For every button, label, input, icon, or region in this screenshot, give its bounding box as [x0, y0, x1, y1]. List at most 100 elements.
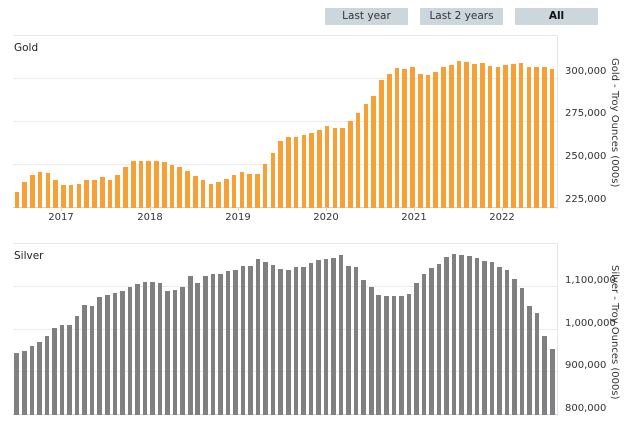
- bar[interactable]: [386, 73, 392, 208]
- bar[interactable]: [489, 262, 495, 415]
- bar[interactable]: [142, 282, 148, 415]
- bar[interactable]: [61, 184, 66, 208]
- bar[interactable]: [346, 265, 351, 415]
- bar[interactable]: [37, 341, 42, 415]
- bar[interactable]: [195, 283, 201, 415]
- bar[interactable]: [187, 275, 193, 415]
- bar[interactable]: [138, 160, 144, 208]
- bar[interactable]: [417, 74, 423, 208]
- bar[interactable]: [130, 161, 136, 208]
- bar[interactable]: [231, 175, 237, 208]
- bar[interactable]: [512, 278, 517, 415]
- all-button[interactable]: All: [515, 8, 598, 25]
- bar[interactable]: [286, 137, 291, 208]
- bar[interactable]: [363, 103, 369, 208]
- bar[interactable]: [340, 127, 345, 208]
- bar[interactable]: [239, 171, 245, 208]
- bar[interactable]: [323, 258, 329, 415]
- bar[interactable]: [464, 62, 470, 208]
- bar[interactable]: [293, 266, 299, 415]
- bar[interactable]: [82, 305, 87, 415]
- bar[interactable]: [527, 306, 532, 415]
- bar[interactable]: [436, 263, 442, 415]
- bar[interactable]: [425, 75, 431, 208]
- bar[interactable]: [263, 261, 268, 415]
- bar[interactable]: [379, 80, 384, 208]
- bar[interactable]: [466, 256, 472, 415]
- bar[interactable]: [472, 64, 477, 208]
- bar[interactable]: [218, 274, 223, 415]
- bar[interactable]: [301, 134, 307, 208]
- bar[interactable]: [208, 183, 214, 208]
- bar[interactable]: [497, 266, 502, 415]
- bar[interactable]: [200, 180, 206, 208]
- bar[interactable]: [127, 286, 133, 415]
- bar[interactable]: [135, 283, 140, 415]
- bar[interactable]: [225, 271, 231, 415]
- bar[interactable]: [542, 66, 547, 208]
- bar[interactable]: [161, 162, 167, 208]
- bar[interactable]: [146, 161, 152, 208]
- bar[interactable]: [165, 291, 170, 415]
- bar[interactable]: [270, 152, 276, 208]
- bar[interactable]: [332, 127, 338, 208]
- bar[interactable]: [549, 69, 555, 208]
- bar[interactable]: [384, 295, 389, 415]
- bar[interactable]: [89, 306, 95, 415]
- bar[interactable]: [14, 192, 20, 208]
- bar[interactable]: [216, 182, 221, 208]
- bar[interactable]: [402, 69, 408, 208]
- bar[interactable]: [59, 324, 65, 415]
- bar[interactable]: [45, 172, 51, 208]
- bar[interactable]: [534, 312, 540, 415]
- bar[interactable]: [203, 276, 208, 415]
- bar[interactable]: [53, 180, 58, 208]
- bar[interactable]: [399, 296, 404, 415]
- bar[interactable]: [285, 270, 291, 415]
- bar[interactable]: [534, 66, 539, 208]
- bar[interactable]: [99, 176, 105, 208]
- bar[interactable]: [433, 71, 439, 208]
- bar[interactable]: [504, 270, 510, 415]
- bar[interactable]: [104, 295, 110, 415]
- bar[interactable]: [120, 290, 125, 415]
- bar[interactable]: [480, 63, 485, 208]
- bar[interactable]: [308, 263, 314, 415]
- bar[interactable]: [84, 180, 89, 208]
- bar[interactable]: [376, 294, 382, 415]
- bar[interactable]: [459, 254, 465, 415]
- bar[interactable]: [255, 259, 261, 415]
- bar[interactable]: [14, 352, 20, 415]
- bar[interactable]: [123, 166, 128, 208]
- bar[interactable]: [353, 266, 359, 415]
- bar[interactable]: [177, 167, 183, 208]
- bar[interactable]: [451, 253, 457, 415]
- bar[interactable]: [255, 174, 260, 208]
- bar[interactable]: [410, 67, 415, 208]
- bar[interactable]: [107, 180, 113, 208]
- bar[interactable]: [301, 266, 306, 415]
- bar[interactable]: [29, 345, 35, 415]
- bar[interactable]: [444, 257, 449, 415]
- bar[interactable]: [331, 258, 336, 415]
- bar[interactable]: [421, 274, 427, 415]
- bar[interactable]: [519, 287, 525, 415]
- bar[interactable]: [192, 176, 198, 208]
- bar[interactable]: [74, 315, 80, 415]
- bar[interactable]: [391, 296, 397, 415]
- bar[interactable]: [324, 126, 330, 208]
- bar[interactable]: [185, 170, 190, 208]
- bar[interactable]: [348, 120, 353, 208]
- bar[interactable]: [172, 289, 178, 415]
- bar[interactable]: [474, 258, 480, 415]
- bar[interactable]: [154, 161, 159, 208]
- bar[interactable]: [338, 255, 344, 415]
- bar[interactable]: [97, 297, 103, 415]
- bar[interactable]: [293, 137, 299, 208]
- bar[interactable]: [542, 336, 547, 415]
- bar[interactable]: [368, 287, 374, 415]
- bar[interactable]: [317, 129, 322, 208]
- bar[interactable]: [316, 259, 321, 415]
- bar[interactable]: [278, 269, 284, 415]
- bar[interactable]: [52, 328, 57, 415]
